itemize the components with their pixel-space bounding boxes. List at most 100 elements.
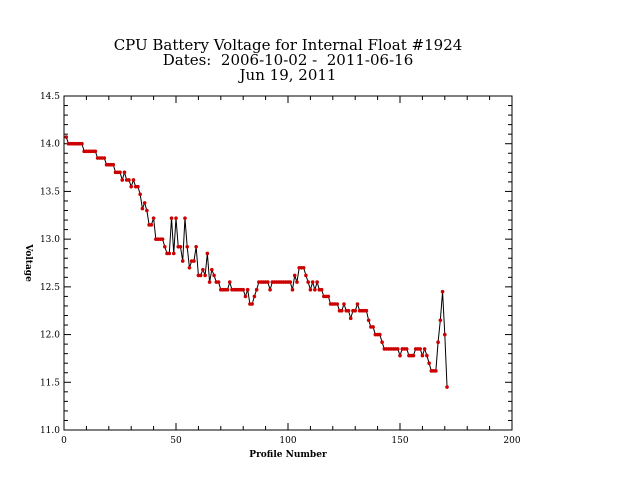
- data-point: [64, 135, 69, 139]
- data-point: [355, 302, 360, 306]
- data-point: [254, 287, 259, 292]
- data-point: [371, 325, 375, 329]
- data-point: [225, 287, 230, 292]
- x-tick-label: 200: [503, 436, 520, 446]
- data-point: [210, 267, 214, 272]
- data-point: [310, 280, 315, 284]
- chart-title: CPU Battery Voltage for Internal Float #…: [0, 38, 576, 83]
- data-point: [438, 318, 443, 323]
- data-point: [127, 178, 131, 182]
- data-point: [178, 244, 183, 249]
- chart-title-line-1: CPU Battery Voltage for Internal Float #…: [113, 36, 463, 54]
- data-point: [198, 273, 203, 278]
- data-point: [301, 265, 306, 270]
- data-point: [205, 251, 210, 256]
- data-point: [304, 273, 308, 278]
- data-point: [266, 280, 270, 284]
- data-point: [151, 216, 156, 220]
- y-tick-label: 11.5: [40, 378, 60, 388]
- data-point: [194, 244, 198, 249]
- data-point: [436, 340, 440, 345]
- y-tick-label: 12.5: [40, 283, 60, 293]
- data-point: [136, 184, 140, 189]
- data-point: [422, 347, 427, 351]
- data-point: [140, 206, 145, 211]
- data-point: [326, 294, 331, 299]
- data-point: [185, 244, 189, 249]
- chart-title-line-3: Jun 19, 2011: [239, 66, 337, 84]
- data-point: [80, 141, 84, 146]
- y-tick-label: 13.0: [40, 235, 60, 245]
- data-point: [404, 347, 409, 351]
- y-tick-label: 11.0: [40, 426, 60, 436]
- data-point: [420, 353, 425, 358]
- data-point: [163, 244, 167, 249]
- data-point: [306, 280, 310, 284]
- data-point: [203, 273, 207, 278]
- data-point: [346, 308, 351, 313]
- y-tick-label: 14.0: [40, 140, 60, 150]
- data-point: [120, 178, 125, 182]
- data-point: [425, 353, 429, 358]
- data-point: [187, 265, 192, 270]
- data-point: [313, 287, 317, 292]
- data-point: [315, 280, 319, 284]
- data-point: [149, 223, 154, 227]
- data-point: [142, 201, 147, 205]
- data-point: [129, 184, 133, 189]
- data-point: [207, 280, 212, 284]
- data-point: [183, 216, 187, 220]
- data-point: [145, 208, 149, 213]
- y-axis-title: Voltage: [23, 243, 33, 282]
- data-point: [250, 302, 254, 306]
- data-point: [319, 287, 324, 292]
- axis-ticks: [63, 95, 513, 431]
- data-point: [118, 170, 122, 175]
- data-point: [241, 287, 245, 292]
- plot-frame: [63, 95, 513, 431]
- data-point: [308, 287, 313, 292]
- data-point: [169, 216, 174, 220]
- data-point: [111, 162, 116, 167]
- data-point: [201, 267, 205, 272]
- axis-tick-labels: 0 50 100 150 200 11.0 11.5 12.0 12.5 13.0 13.5 14.0…: [40, 92, 521, 446]
- data-point: [434, 369, 438, 373]
- x-tick-label: 0: [61, 436, 67, 446]
- data-point: [288, 280, 293, 284]
- data-point: [411, 353, 416, 358]
- data-point: [216, 280, 221, 284]
- data-point: [395, 347, 400, 351]
- data-point: [353, 308, 358, 313]
- data-point: [445, 385, 449, 389]
- data-point: [380, 340, 384, 345]
- data-point: [102, 156, 107, 160]
- data-point: [174, 216, 178, 220]
- data-point: [138, 192, 142, 197]
- data-point: [192, 259, 196, 263]
- data-point: [398, 353, 402, 358]
- data-point: [252, 294, 257, 299]
- x-tick-label: 100: [279, 436, 296, 446]
- data-point: [342, 302, 346, 306]
- chart-title-line-2: Dates: 2006-10-02 - 2011-06-16: [162, 51, 414, 69]
- x-axis-title: Profile Number: [249, 450, 327, 460]
- data-point: [93, 149, 98, 154]
- data-point: [378, 332, 382, 337]
- data-point: [160, 237, 165, 241]
- data-point: [348, 316, 353, 321]
- data-point: [245, 287, 250, 292]
- data-point: [443, 332, 447, 337]
- data-point: [227, 280, 232, 284]
- series-markers-group: [64, 135, 449, 389]
- y-tick-label: 12.0: [40, 331, 60, 341]
- x-tick-label: 50: [170, 436, 182, 446]
- data-point: [440, 289, 445, 294]
- y-tick-label: 13.5: [40, 187, 60, 197]
- data-point: [339, 308, 344, 313]
- y-tick-label: 14.5: [40, 92, 60, 102]
- data-point: [171, 251, 176, 256]
- data-point: [418, 347, 422, 351]
- data-point: [366, 318, 371, 323]
- data-point: [180, 259, 185, 263]
